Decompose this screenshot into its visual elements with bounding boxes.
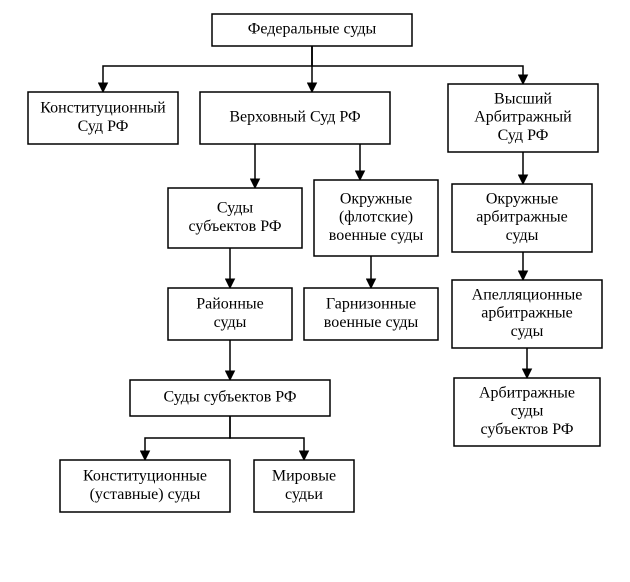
node-subj1: Суды субъектов РФ [168, 188, 302, 248]
node-label-milokr-line0: Окружные [340, 190, 412, 207]
node-label-arbokr-line0: Окружные [486, 190, 558, 207]
node-supreme: Верховный Суд РФ [200, 92, 390, 144]
node-label-constust-line0: Конституционные [83, 467, 207, 484]
node-label-garn-line1: военные суды [324, 314, 419, 331]
node-label-mir-line0: Мировые [272, 467, 336, 484]
node-garn: Гарнизонные военные суды [304, 288, 438, 340]
node-label-root-line0: Федеральные суды [248, 21, 377, 38]
node-label-arbsubj-line2: субъектов РФ [481, 421, 574, 438]
node-label-subj2-line0: Суды субъектов РФ [163, 389, 296, 406]
node-subj2: Суды субъектов РФ [130, 380, 330, 416]
node-label-arbsubj-line1: суды [511, 403, 544, 420]
node-arbokr: Окружные арбитражныесуды [452, 184, 592, 252]
node-root: Федеральные суды [212, 14, 412, 46]
node-label-subj1-line1: субъектов РФ [189, 218, 282, 235]
node-label-raion-line1: суды [214, 314, 247, 331]
node-label-const-line1: Суд РФ [78, 118, 129, 135]
node-arbsubj: Арбитражные судысубъектов РФ [454, 378, 600, 446]
node-label-garn-line0: Гарнизонные [326, 295, 416, 312]
node-label-milokr-line1: (флотские) [339, 209, 413, 226]
node-label-mir-line1: судьи [285, 486, 323, 503]
edge-root-const [103, 46, 312, 92]
node-milokr: Окружные (флотские)военные суды [314, 180, 438, 256]
node-label-raion-line0: Районные [196, 295, 264, 312]
node-label-arbsup-line0: Высший [494, 90, 552, 107]
nodes-layer: Федеральные суды Конституционный Суд РФ Вер… [28, 14, 602, 512]
node-label-arbsup-line2: Суд РФ [498, 127, 549, 144]
node-label-supreme-line0: Верховный Суд РФ [229, 109, 360, 126]
node-constust: Конституционные (уставные) суды [60, 460, 230, 512]
node-label-arbokr-line1: арбитражные [476, 209, 568, 226]
node-arbsup: Высший АрбитражныйСуд РФ [448, 84, 598, 152]
node-raion: Районные суды [168, 288, 292, 340]
node-label-milokr-line2: военные суды [329, 227, 424, 244]
node-label-arbsup-line1: Арбитражный [474, 109, 572, 126]
node-label-arbapp-line0: Апелляционные [472, 286, 583, 303]
edge-subj2-mir [230, 416, 304, 460]
node-label-arbsubj-line0: Арбитражные [479, 384, 575, 401]
edge-subj2-constust [145, 416, 230, 460]
node-label-arbapp-line2: суды [511, 323, 544, 340]
node-label-constust-line1: (уставные) суды [90, 486, 201, 503]
court-hierarchy-diagram: Федеральные суды Конституционный Суд РФ Вер… [0, 0, 630, 582]
node-label-subj1-line0: Суды [217, 199, 253, 216]
node-label-arbokr-line2: суды [506, 227, 539, 244]
node-const: Конституционный Суд РФ [28, 92, 178, 144]
node-arbapp: Апелляционные арбитражныесуды [452, 280, 602, 348]
node-label-const-line0: Конституционный [40, 99, 166, 116]
edge-root-arbsup [312, 46, 523, 84]
node-label-arbapp-line1: арбитражные [481, 305, 573, 322]
node-mir: Мировые судьи [254, 460, 354, 512]
